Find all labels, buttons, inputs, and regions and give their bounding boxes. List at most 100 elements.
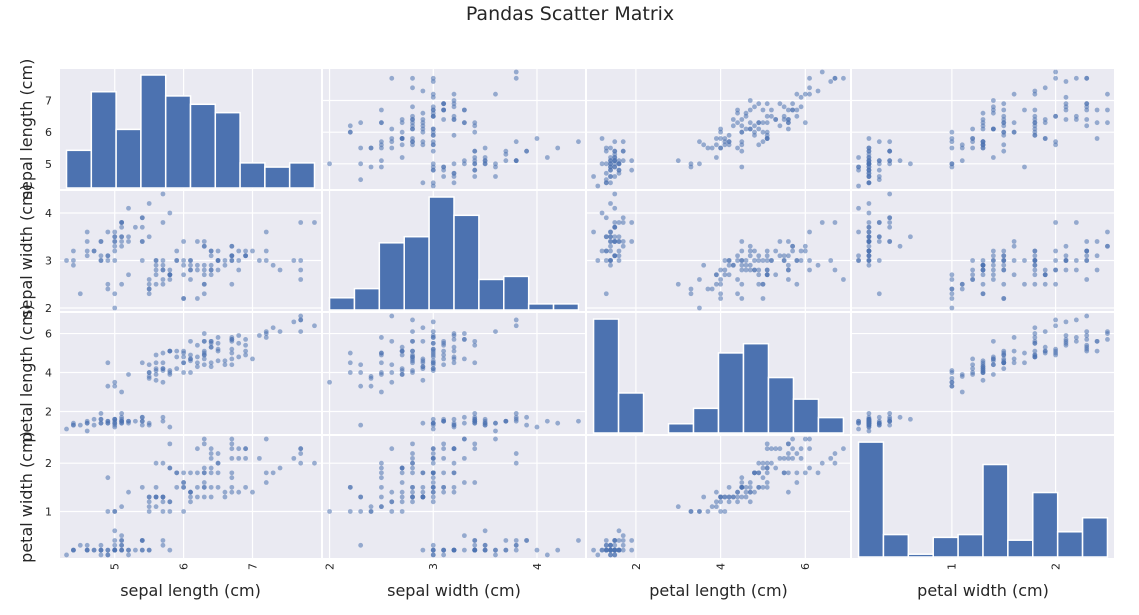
scatter-point bbox=[1063, 243, 1069, 249]
scatter-point bbox=[451, 470, 457, 476]
scatter-point bbox=[612, 139, 618, 145]
scatter-point bbox=[91, 248, 97, 254]
scatter-point bbox=[718, 499, 724, 505]
scatter-point bbox=[112, 542, 118, 548]
scatter-point bbox=[1094, 338, 1100, 344]
scatter-point bbox=[105, 258, 111, 263]
scatter-point bbox=[430, 470, 436, 476]
scatter-point bbox=[327, 379, 332, 385]
scatter-point bbox=[430, 480, 436, 485]
scatter-point bbox=[722, 267, 728, 273]
scatter-point bbox=[764, 465, 770, 471]
scatter-point bbox=[358, 120, 364, 126]
scatter-point bbox=[430, 366, 436, 372]
scatter-point bbox=[760, 107, 766, 113]
scatter-point bbox=[970, 277, 976, 282]
scatter-point bbox=[461, 337, 467, 342]
scatter-point bbox=[1084, 277, 1090, 282]
scatter-point bbox=[603, 215, 609, 221]
scatter-point bbox=[64, 258, 69, 263]
scatter-point bbox=[84, 229, 90, 235]
scatter-point bbox=[603, 542, 609, 548]
scatter-point bbox=[781, 253, 787, 259]
scatter-point bbox=[146, 286, 152, 292]
scatter-point bbox=[866, 180, 872, 186]
scatter-point bbox=[236, 489, 242, 495]
scatter-point bbox=[739, 480, 745, 485]
histogram-bar bbox=[792, 398, 820, 434]
scatter-point bbox=[764, 272, 770, 278]
scatter-point bbox=[616, 538, 622, 543]
scatter-point bbox=[701, 262, 707, 268]
scatter-point bbox=[379, 360, 384, 366]
scatter-point bbox=[513, 542, 519, 548]
scatter-point bbox=[876, 258, 882, 263]
scatter-point bbox=[358, 145, 364, 151]
scatter-point bbox=[503, 538, 509, 543]
scatter-point bbox=[493, 91, 498, 97]
scatter-point bbox=[399, 499, 405, 505]
scatter-point bbox=[98, 416, 104, 422]
x-tick-label: 6 bbox=[177, 563, 190, 570]
scatter-point bbox=[608, 243, 613, 249]
scatter-point bbox=[472, 148, 478, 154]
scatter-point bbox=[612, 552, 618, 558]
histogram-bar bbox=[115, 128, 142, 189]
scatter-point bbox=[347, 484, 353, 490]
scatter-point bbox=[379, 475, 384, 481]
panel-background bbox=[852, 191, 1114, 311]
scatter-point bbox=[98, 420, 104, 426]
scatter-point bbox=[1084, 239, 1090, 244]
scatter-point bbox=[105, 509, 111, 514]
scatter-point bbox=[897, 243, 903, 249]
scatter-point bbox=[747, 107, 753, 113]
scatter-point bbox=[1042, 329, 1048, 335]
scatter-point bbox=[513, 547, 519, 553]
scatter-point bbox=[752, 123, 757, 129]
scatter-point bbox=[399, 344, 405, 350]
scatter-point bbox=[794, 91, 800, 97]
scatter-point bbox=[430, 180, 436, 186]
x-tick-label: 2 bbox=[323, 563, 336, 570]
scatter-point bbox=[980, 281, 986, 287]
scatter-point bbox=[866, 262, 872, 268]
scatter-point bbox=[84, 547, 90, 553]
scatter-point bbox=[908, 234, 913, 240]
scatter-point bbox=[358, 542, 364, 548]
scatter-point bbox=[980, 368, 986, 373]
panel-petal-width-vs-petal-length bbox=[587, 436, 850, 558]
scatter-point bbox=[760, 139, 766, 145]
scatter-point bbox=[769, 460, 774, 466]
scatter-point bbox=[735, 277, 740, 282]
scatter-point bbox=[949, 305, 955, 311]
scatter-point bbox=[291, 258, 297, 263]
scatter-point bbox=[472, 411, 478, 416]
panel-grid: 5 6 7 2 3 4 2 4 6 1 2 5 6 7 2 3 4 2 4 6 1 2 bbox=[45, 69, 1114, 570]
scatter-point bbox=[1001, 113, 1007, 119]
scatter-point bbox=[713, 142, 719, 148]
scatter-point bbox=[990, 372, 996, 377]
scatter-point bbox=[616, 158, 622, 164]
scatter-point bbox=[718, 145, 724, 151]
scatter-point bbox=[534, 424, 540, 430]
scatter-point bbox=[980, 377, 986, 383]
scatter-point bbox=[256, 455, 262, 461]
scatter-point bbox=[160, 379, 166, 385]
scatter-point bbox=[887, 139, 893, 145]
scatter-point bbox=[482, 155, 488, 160]
scatter-point bbox=[990, 338, 996, 344]
scatter-point bbox=[277, 267, 283, 273]
scatter-point bbox=[1084, 248, 1090, 254]
scatter-point bbox=[410, 451, 415, 456]
scatter-point bbox=[181, 509, 187, 514]
scatter-point bbox=[298, 277, 304, 282]
scatter-point bbox=[713, 136, 719, 141]
scatter-point bbox=[71, 547, 76, 553]
scatter-point bbox=[368, 504, 374, 510]
scatter-point bbox=[735, 258, 740, 263]
scatter-point bbox=[98, 411, 104, 416]
histogram-bar bbox=[140, 74, 167, 189]
scatter-point bbox=[472, 547, 478, 553]
scatter-point bbox=[430, 358, 436, 364]
scatter-point bbox=[222, 494, 228, 500]
